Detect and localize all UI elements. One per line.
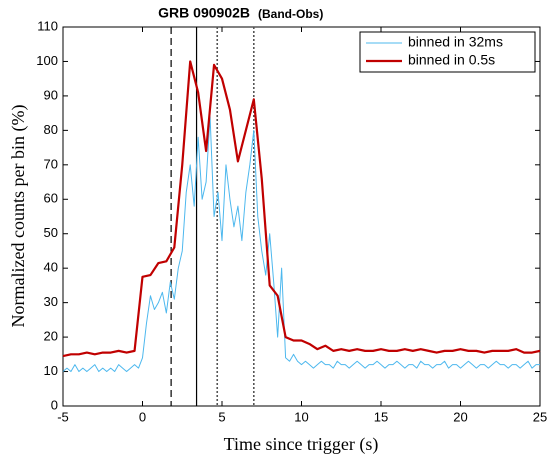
y-tick-label: 10 — [44, 363, 58, 378]
y-tick-label: 110 — [37, 18, 58, 33]
plot-frame — [62, 26, 541, 407]
y-tick-label: 90 — [44, 87, 58, 102]
data-line — [62, 60, 541, 358]
y-tick-label: 30 — [44, 294, 58, 309]
y-tick-label: 50 — [44, 225, 58, 240]
y-tick-label: 80 — [44, 122, 58, 137]
x-tick-label: 25 — [533, 409, 547, 424]
y-tick-label: 40 — [44, 260, 58, 275]
data-line — [62, 116, 540, 373]
legend-box — [359, 31, 536, 73]
y-tick-label: 60 — [44, 191, 58, 206]
x-axis-label: Time since trigger (s) — [224, 434, 379, 455]
chart-subtitle: (Band-Obs) — [258, 7, 323, 21]
y-tick-label: 100 — [36, 53, 58, 68]
y-tick-label: 0 — [51, 397, 58, 412]
x-tick-label: 15 — [374, 409, 388, 424]
y-tick-label: 70 — [44, 156, 58, 171]
x-tick-label: -5 — [57, 409, 69, 424]
x-tick-label: 5 — [218, 409, 225, 424]
legend-label: binned in 32ms — [408, 34, 503, 50]
x-tick-label: 20 — [453, 409, 467, 424]
chart-title: GRB 090902B — [158, 5, 250, 21]
y-axis-label: Normalized counts per bin (%) — [8, 105, 29, 328]
y-tick-label: 20 — [44, 329, 58, 344]
x-tick-label: 0 — [139, 409, 146, 424]
x-tick-label: 10 — [294, 409, 308, 424]
legend-label: binned in 0.5s — [408, 52, 495, 68]
